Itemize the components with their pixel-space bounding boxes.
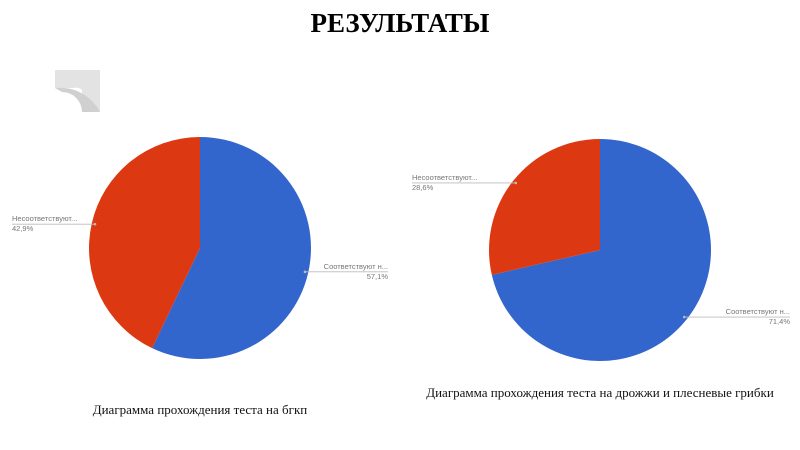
leader-dot <box>303 270 307 274</box>
chart-caption: Диаграмма прохождения теста на бгкп <box>92 402 308 417</box>
slice-value: 42,9% <box>12 224 34 233</box>
pie-slice <box>152 137 311 359</box>
slice-label: Несоответствуют... <box>12 214 77 223</box>
pie-slice <box>88 137 200 349</box>
slice-value: 71,4% <box>769 317 791 326</box>
slice-label: Несоответствуют... <box>412 173 477 182</box>
leader-dot <box>682 315 686 319</box>
slide-title: РЕЗУЛЬТАТЫ <box>310 8 490 38</box>
slice-value: 57,1% <box>367 272 389 281</box>
slice-label: Соответствуют н... <box>726 307 790 316</box>
pie-slice <box>491 139 712 361</box>
pie-slice <box>489 139 600 275</box>
slice-label: Соответствуют н... <box>324 262 388 271</box>
decoration <box>55 87 100 112</box>
leader-dot <box>514 181 518 185</box>
chart-caption: Диаграмма прохождения теста на дрожжи и … <box>426 385 774 400</box>
leader-dot <box>93 222 97 226</box>
slice-value: 28,6% <box>412 183 434 192</box>
